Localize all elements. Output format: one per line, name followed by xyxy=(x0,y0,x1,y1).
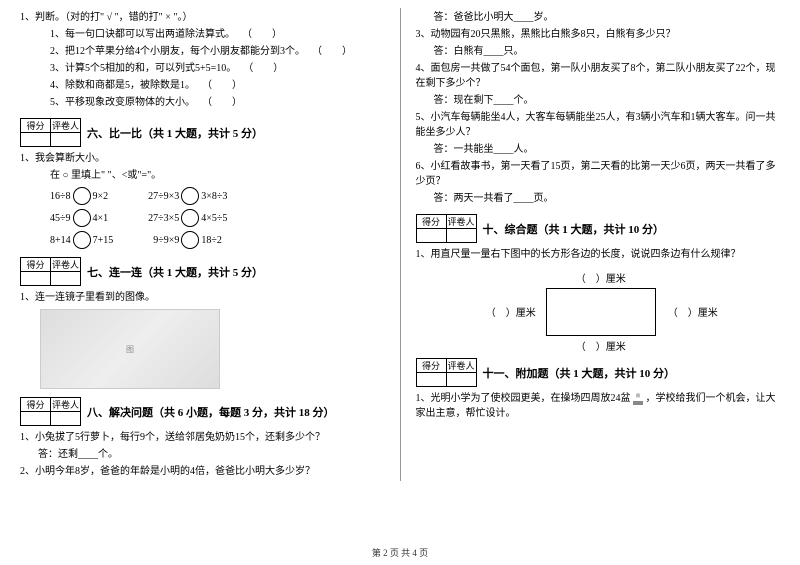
q1-item: 4、除数和商都是5，被除数是1。 （ ） xyxy=(20,78,385,93)
rect-label-left: （ ）厘米 xyxy=(486,304,536,319)
score-box-10: 得分评卷人 十、综合题（共 1 大题，共计 10 分） xyxy=(416,214,781,243)
q4-ans: 答：现在剩下____个。 xyxy=(416,93,781,108)
paren: （ ） xyxy=(248,63,283,74)
compare-item: 45÷9 4×1 xyxy=(50,209,108,227)
score-table: 得分评卷人 xyxy=(416,358,477,387)
flower-icon xyxy=(633,393,643,405)
score-box-6: 得分评卷人 六、比一比（共 1 大题，共计 5 分） xyxy=(20,118,385,147)
compare-item: 27÷3×5 4×5÷5 xyxy=(148,209,227,227)
q6-stem: 6、小红看故事书，第一天看了15页，第二天看的比第一天少6页，两天一共看了多少页… xyxy=(416,159,781,189)
rect-label-right: （ ）厘米 xyxy=(668,304,718,319)
q8-2-stem: 2、小明今年8岁，爸爸的年龄是小明的4倍，爸爸比小明大多少岁？ xyxy=(20,464,385,479)
q5-ans: 答：一共能坐____人。 xyxy=(416,142,781,157)
left-column: 1、判断。（对的打" √ "，错的打" × "。） 1、每一句口诀都可以写出两道… xyxy=(20,8,401,481)
cmp-r: 3×8÷3 xyxy=(201,191,227,202)
score-col1: 得分 xyxy=(21,119,51,133)
q1-item-text: 1、每一句口诀都可以写出两道除法算式。 xyxy=(50,29,235,40)
score-box-7: 得分评卷人 七、连一连（共 1 大题，共计 5 分） xyxy=(20,257,385,286)
score-col1: 得分 xyxy=(21,258,51,272)
paren: （ ） xyxy=(207,97,242,108)
q8-1-ans: 答：还剩____个。 xyxy=(20,447,385,462)
score-col2: 评卷人 xyxy=(446,215,476,229)
q6-ans: 答：两天一共看了____页。 xyxy=(416,191,781,206)
cmp-r: 4×1 xyxy=(93,213,109,224)
score-col2: 评卷人 xyxy=(51,398,81,412)
score-table: 得分评卷人 xyxy=(416,214,477,243)
q11-stem: 1、光明小学为了使校园更美，在操场四周放24盆 ，学校给我们一个机会，让大家出主… xyxy=(416,391,781,421)
q1-item: 5、平移现象改变原物体的大小。 （ ） xyxy=(20,95,385,110)
q1-item-text: 2、把12个苹果分给4个小朋友，每个小朋友都能分到3个。 xyxy=(50,46,305,57)
section-10-title: 十、综合题（共 1 大题，共计 10 分） xyxy=(483,221,665,237)
score-col1: 得分 xyxy=(416,359,446,373)
cmp-r: 7+15 xyxy=(93,235,114,246)
cmp-l: 8+14 xyxy=(50,235,71,246)
score-table: 得分评卷人 xyxy=(20,257,81,286)
score-box-8: 得分评卷人 八、解决问题（共 6 小题，每题 3 分，共计 18 分） xyxy=(20,397,385,426)
rect-label-bottom: （ ）厘米 xyxy=(576,338,626,353)
q1-item: 2、把12个苹果分给4个小朋友，每个小朋友都能分到3个。 （ ） xyxy=(20,44,385,59)
compare-row: 45÷9 4×1 27÷3×5 4×5÷5 xyxy=(20,209,385,227)
score-col1: 得分 xyxy=(416,215,446,229)
compare-item: 9÷9×9 18÷2 xyxy=(153,231,222,249)
q3-stem: 3、动物园有20只黑熊，黑熊比白熊多8只，白熊有多少只？ xyxy=(416,27,781,42)
paren: （ ） xyxy=(207,80,242,91)
cmp-l: 16÷8 xyxy=(50,191,71,202)
compare-circle xyxy=(73,209,91,227)
score-box-11: 得分评卷人 十一、附加题（共 1 大题，共计 10 分） xyxy=(416,358,781,387)
score-col1: 得分 xyxy=(21,398,51,412)
q3-ans: 答：白熊有____只。 xyxy=(416,44,781,59)
score-col2: 评卷人 xyxy=(51,119,81,133)
a2-ans: 答：爸爸比小明大____岁。 xyxy=(416,10,781,25)
compare-circle xyxy=(181,209,199,227)
mirror-image-figure: 图 xyxy=(40,309,220,389)
section-8-title: 八、解决问题（共 6 小题，每题 3 分，共计 18 分） xyxy=(87,404,335,420)
cmp-l: 27÷9×3 xyxy=(148,191,179,202)
cmp-r: 4×5÷5 xyxy=(201,213,227,224)
compare-item: 16÷8 9×2 xyxy=(50,187,108,205)
q1-item-text: 4、除数和商都是5，被除数是1。 xyxy=(50,80,195,91)
q8-1-stem: 1、小兔拔了5行萝卜，每行9个，送给邻居兔奶奶15个，还剩多少个？ xyxy=(20,430,385,445)
cmp-r: 18÷2 xyxy=(201,235,222,246)
rectangle-box xyxy=(546,288,656,336)
paren: （ ） xyxy=(247,29,282,40)
cmp-l: 9÷9×9 xyxy=(153,235,179,246)
compare-circle xyxy=(181,187,199,205)
section-11-title: 十一、附加题（共 1 大题，共计 10 分） xyxy=(483,365,676,381)
paren: （ ） xyxy=(317,46,352,57)
q1-item: 3、计算5个5相加的和，可以列式5+5=10。 （ ） xyxy=(20,61,385,76)
compare-circle xyxy=(73,187,91,205)
score-table: 得分评卷人 xyxy=(20,118,81,147)
compare-hint: 在 ○ 里填上" "、<或"="。 xyxy=(20,168,385,183)
cmp-l: 45÷9 xyxy=(50,213,71,224)
compare-item: 8+14 7+15 xyxy=(50,231,113,249)
section-7-title: 七、连一连（共 1 大题，共计 5 分） xyxy=(87,264,263,280)
q5-stem: 5、小汽车每辆能坐4人，大客车每辆能坐25人，有3辆小汽车和1辆大客车。问一共能… xyxy=(416,110,781,140)
q1-stem: 1、判断。（对的打" √ "，错的打" × "。） xyxy=(20,10,385,25)
q1-item: 1、每一句口诀都可以写出两道除法算式。 （ ） xyxy=(20,27,385,42)
page-container: 1、判断。（对的打" √ "，错的打" × "。） 1、每一句口诀都可以写出两道… xyxy=(0,0,800,489)
score-table: 得分评卷人 xyxy=(20,397,81,426)
compare-row: 16÷8 9×2 27÷9×3 3×8÷3 xyxy=(20,187,385,205)
rectangle-diagram: （ ）厘米 （ ）厘米 （ ）厘米 （ ）厘米 xyxy=(468,270,728,350)
score-col2: 评卷人 xyxy=(51,258,81,272)
compare-row: 8+14 7+15 9÷9×9 18÷2 xyxy=(20,231,385,249)
q10-stem: 1、用直尺量一量右下图中的长方形各边的长度，说说四条边有什么规律？ xyxy=(416,247,781,262)
right-column: 答：爸爸比小明大____岁。 3、动物园有20只黑熊，黑熊比白熊多8只，白熊有多… xyxy=(401,8,781,481)
q4-stem: 4、面包房一共做了54个面包，第一队小朋友买了8个，第二队小朋友买了22个，现在… xyxy=(416,61,781,91)
cmp-l: 27÷3×5 xyxy=(148,213,179,224)
page-footer: 第 2 页 共 4 页 xyxy=(0,546,800,559)
compare-circle xyxy=(181,231,199,249)
q1-item-text: 5、平移现象改变原物体的大小。 xyxy=(50,97,195,108)
cmp-r: 9×2 xyxy=(93,191,109,202)
compare-item: 27÷9×3 3×8÷3 xyxy=(148,187,227,205)
section-6-title: 六、比一比（共 1 大题，共计 5 分） xyxy=(87,125,263,141)
compare-stem: 1、我会算断大小。 xyxy=(20,151,385,166)
rect-label-top: （ ）厘米 xyxy=(576,270,626,285)
compare-circle xyxy=(73,231,91,249)
q1-item-text: 3、计算5个5相加的和，可以列式5+5=10。 xyxy=(50,63,236,74)
score-col2: 评卷人 xyxy=(446,359,476,373)
q7-stem: 1、连一连镜子里看到的图像。 xyxy=(20,290,385,305)
q11-stem-a: 1、光明小学为了使校园更美，在操场四周放24盆 xyxy=(416,393,634,404)
